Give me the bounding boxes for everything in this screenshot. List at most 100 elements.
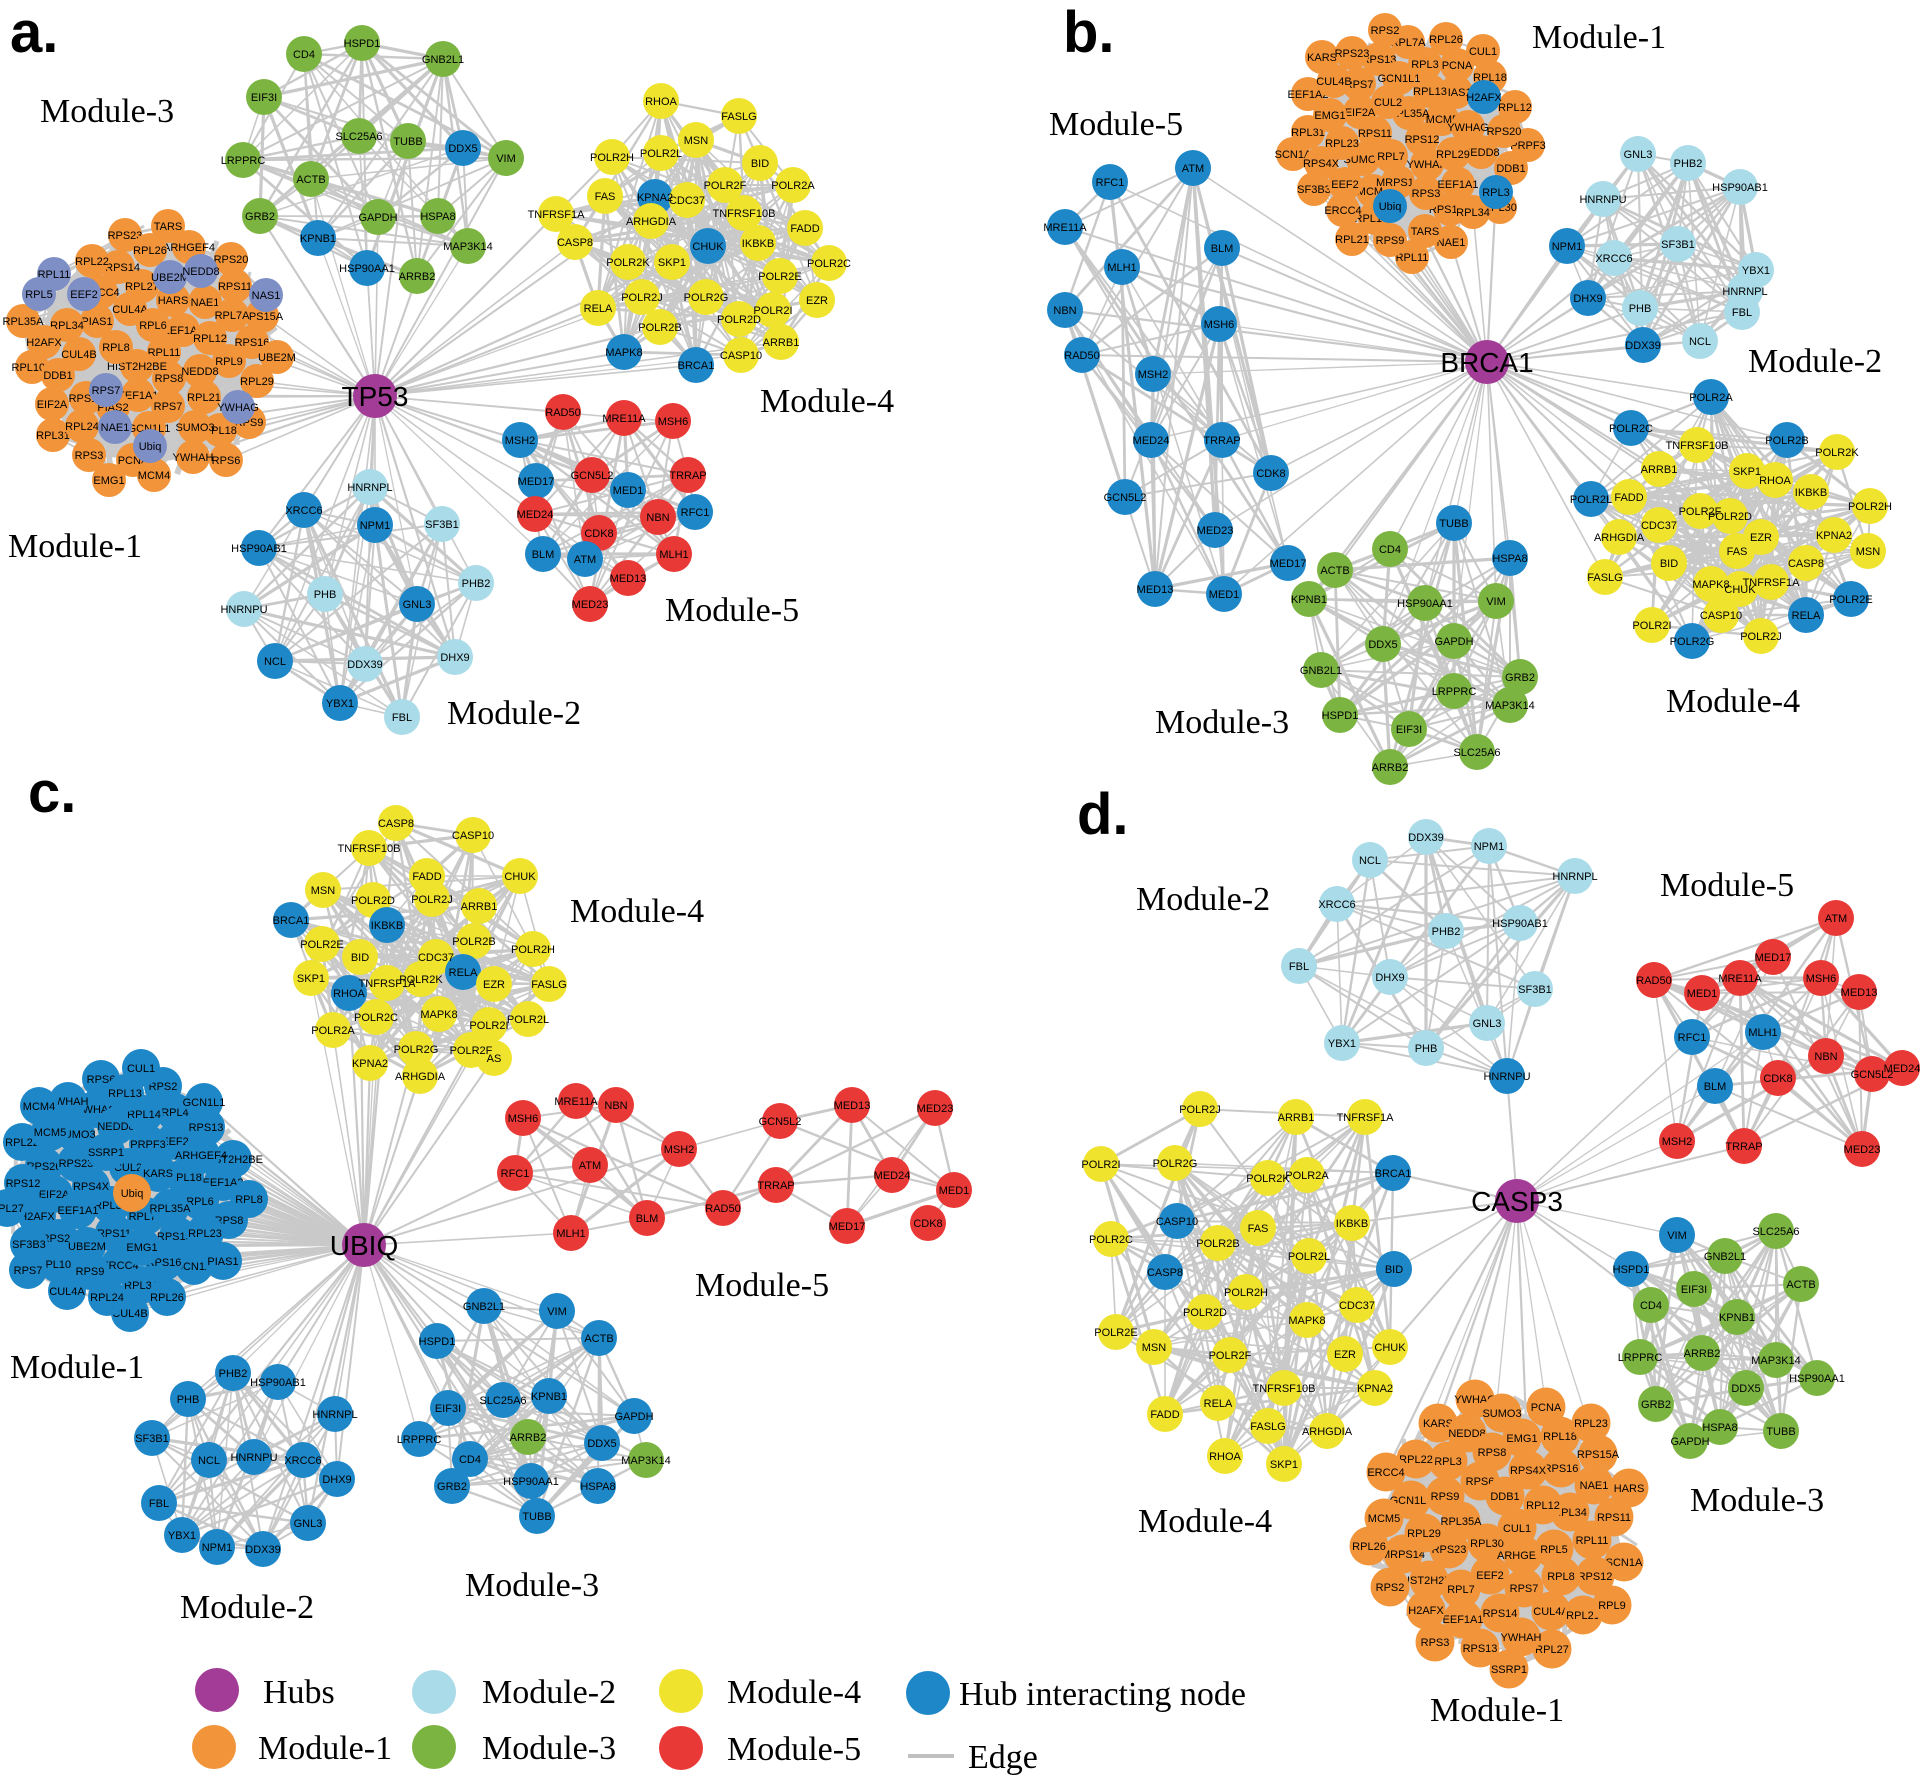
svg-text:RPL23: RPL23: [188, 1228, 222, 1240]
svg-text:ARRB1: ARRB1: [461, 901, 498, 913]
svg-text:CUL1: CUL1: [1503, 1523, 1531, 1535]
svg-text:CUL4A: CUL4A: [49, 1286, 85, 1298]
svg-text:GCN1L1: GCN1L1: [1378, 73, 1421, 85]
svg-text:CUL2: CUL2: [114, 1162, 142, 1174]
svg-text:RPS8: RPS8: [215, 1215, 244, 1227]
svg-text:a.: a.: [10, 0, 58, 65]
svg-text:TRRAP: TRRAP: [1203, 435, 1240, 447]
svg-text:HSPD1: HSPD1: [1613, 1264, 1650, 1276]
svg-text:SSRP1: SSRP1: [1491, 1664, 1527, 1676]
svg-text:MED24: MED24: [1884, 1063, 1921, 1075]
svg-text:NEDD8: NEDD8: [97, 1121, 134, 1133]
svg-text:POLR2C: POLR2C: [1609, 423, 1653, 435]
svg-text:ARRB2: ARRB2: [1372, 762, 1409, 774]
svg-text:DDX5: DDX5: [448, 143, 477, 155]
svg-text:EIF3I: EIF3I: [1681, 1284, 1707, 1296]
svg-text:SSRP1: SSRP1: [88, 1147, 124, 1159]
svg-text:Module-2: Module-2: [482, 1674, 616, 1711]
svg-text:MAP3K14: MAP3K14: [1485, 700, 1535, 712]
svg-text:CUL4B: CUL4B: [1316, 76, 1351, 88]
svg-text:POLR2K: POLR2K: [399, 974, 443, 986]
svg-text:POLR2J: POLR2J: [1740, 631, 1782, 643]
svg-text:EIF2A: EIF2A: [1345, 107, 1376, 119]
svg-text:EEF2: EEF2: [1331, 179, 1359, 191]
svg-text:RPL11: RPL11: [38, 269, 71, 281]
svg-text:Module-1: Module-1: [8, 528, 142, 565]
svg-text:SCN1A: SCN1A: [176, 1261, 213, 1273]
svg-text:POLR2K: POLR2K: [1815, 447, 1859, 459]
svg-text:HSP90AA1: HSP90AA1: [1789, 1373, 1845, 1385]
svg-text:MED23: MED23: [1197, 525, 1234, 537]
svg-text:NBN: NBN: [1814, 1051, 1837, 1063]
svg-text:RPS4X: RPS4X: [1510, 1465, 1547, 1477]
svg-text:XRCC6: XRCC6: [284, 1455, 321, 1467]
svg-text:RPS13: RPS13: [189, 1122, 224, 1134]
svg-text:MAPK8: MAPK8: [420, 1009, 457, 1021]
svg-text:XRCC6: XRCC6: [1595, 253, 1632, 265]
svg-text:ERCC4: ERCC4: [1324, 205, 1361, 217]
svg-text:FASLG: FASLG: [721, 111, 756, 123]
svg-text:TNFRSF10B: TNFRSF10B: [1253, 1383, 1316, 1395]
svg-text:RPL21: RPL21: [1566, 1610, 1600, 1622]
svg-text:RPS16: RPS16: [235, 337, 270, 349]
svg-text:Edge: Edge: [968, 1739, 1038, 1775]
svg-text:EIF3I: EIF3I: [251, 92, 277, 104]
svg-text:NAE1: NAE1: [191, 297, 220, 309]
svg-text:POLR2B: POLR2B: [1765, 435, 1808, 447]
svg-text:NEDD8: NEDD8: [182, 266, 219, 278]
svg-text:RELA: RELA: [1204, 1398, 1233, 1410]
svg-text:RPL34: RPL34: [124, 1280, 158, 1292]
svg-text:KARS: KARS: [1307, 52, 1337, 64]
svg-text:BID: BID: [751, 158, 769, 170]
svg-text:VIM: VIM: [496, 153, 516, 165]
svg-text:SLC25A6: SLC25A6: [335, 131, 382, 143]
svg-text:FAS: FAS: [1248, 1223, 1269, 1235]
svg-text:RPL13: RPL13: [1413, 86, 1447, 98]
svg-text:RPS7: RPS7: [14, 1265, 43, 1277]
svg-text:HSP90AB1: HSP90AB1: [1712, 182, 1768, 194]
svg-text:EZR: EZR: [806, 295, 828, 307]
svg-text:DHX9: DHX9: [322, 1474, 351, 1486]
svg-text:POLR2L: POLR2L: [1570, 494, 1612, 506]
svg-text:LRPPRC: LRPPRC: [1618, 1352, 1663, 1364]
svg-text:POLR2A: POLR2A: [311, 1025, 355, 1037]
svg-text:EEF2: EEF2: [1476, 1570, 1504, 1582]
svg-text:RPS2: RPS2: [1371, 25, 1400, 37]
svg-text:CHUK: CHUK: [504, 871, 536, 883]
svg-text:EEF1A1: EEF1A1: [1438, 179, 1479, 191]
svg-text:DHX9: DHX9: [440, 652, 469, 664]
svg-text:SLC25A6: SLC25A6: [1453, 747, 1500, 759]
svg-text:RPS9: RPS9: [1376, 235, 1405, 247]
svg-text:b.: b.: [1063, 0, 1115, 65]
svg-text:RPS16: RPS16: [1544, 1463, 1579, 1475]
svg-text:XRCC6: XRCC6: [285, 505, 322, 517]
svg-text:BRCA1: BRCA1: [678, 360, 715, 372]
svg-text:GAPDH: GAPDH: [1670, 1436, 1709, 1448]
svg-text:RPS3: RPS3: [1421, 1637, 1450, 1649]
svg-text:PHB: PHB: [177, 1394, 200, 1406]
svg-text:Module-1: Module-1: [1532, 19, 1666, 56]
svg-text:Module-4: Module-4: [727, 1674, 861, 1711]
svg-text:RPL23: RPL23: [1574, 1418, 1608, 1430]
svg-text:RPL26: RPL26: [133, 245, 167, 257]
svg-text:BRCA1: BRCA1: [1375, 1168, 1412, 1180]
svg-text:HSP90AB1: HSP90AB1: [231, 543, 287, 555]
svg-text:Module-5: Module-5: [1049, 106, 1183, 143]
svg-text:PIAS1: PIAS1: [81, 316, 112, 328]
svg-text:EMG1: EMG1: [126, 1242, 157, 1254]
svg-text:RPL35A: RPL35A: [1441, 1516, 1483, 1528]
svg-text:Module-3: Module-3: [1690, 1482, 1824, 1519]
svg-text:RPL34: RPL34: [50, 320, 84, 332]
svg-text:YBX1: YBX1: [1328, 1038, 1356, 1050]
svg-text:HNRNPL: HNRNPL: [1552, 871, 1597, 883]
svg-text:MSN: MSN: [1142, 1342, 1167, 1354]
svg-text:TNFRSF1A: TNFRSF1A: [1337, 1112, 1395, 1124]
svg-text:SUMO3: SUMO3: [1482, 1408, 1521, 1420]
svg-text:UBE2M: UBE2M: [68, 1241, 106, 1253]
svg-text:MCM4: MCM4: [23, 1101, 55, 1113]
svg-text:FADD: FADD: [1150, 1409, 1179, 1421]
svg-text:BRCA1: BRCA1: [273, 915, 310, 927]
svg-text:RPL29: RPL29: [1407, 1528, 1441, 1540]
svg-text:POLR2D: POLR2D: [717, 314, 761, 326]
svg-text:TNFRSF10B: TNFRSF10B: [1666, 440, 1729, 452]
